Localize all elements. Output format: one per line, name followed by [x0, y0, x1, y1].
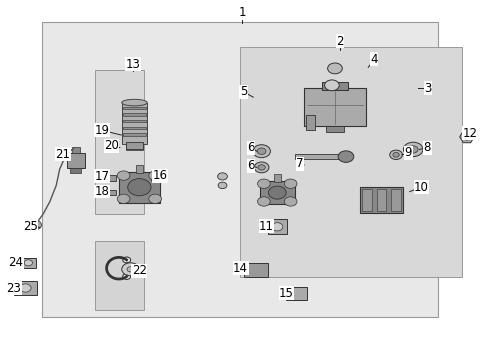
Circle shape: [122, 274, 130, 279]
Bar: [126, 142, 142, 149]
Bar: [362, 189, 371, 211]
Circle shape: [403, 142, 422, 157]
Circle shape: [122, 263, 139, 276]
Bar: [20, 258, 36, 268]
Bar: [106, 175, 116, 181]
Circle shape: [122, 257, 130, 263]
Bar: [359, 187, 402, 213]
Text: 19: 19: [94, 124, 109, 137]
Circle shape: [324, 80, 339, 91]
Text: 13: 13: [125, 58, 140, 71]
Text: 14: 14: [233, 262, 247, 275]
Bar: [305, 115, 315, 130]
Circle shape: [389, 150, 402, 159]
Text: 6: 6: [246, 159, 254, 172]
Text: 25: 25: [23, 220, 38, 233]
Circle shape: [268, 186, 285, 199]
Polygon shape: [459, 131, 473, 143]
Bar: [321, 82, 348, 90]
Circle shape: [29, 220, 41, 230]
Bar: [14, 281, 37, 295]
Text: 4: 4: [369, 53, 377, 66]
Circle shape: [284, 179, 296, 188]
Circle shape: [271, 223, 282, 231]
Circle shape: [257, 197, 270, 206]
Bar: [325, 126, 344, 132]
Bar: [267, 219, 286, 234]
Circle shape: [257, 148, 265, 154]
Bar: [72, 147, 80, 153]
Bar: [259, 181, 294, 204]
Circle shape: [284, 197, 296, 206]
Bar: [390, 189, 400, 211]
Text: 1: 1: [238, 6, 245, 19]
Text: 15: 15: [279, 287, 293, 300]
Bar: [95, 70, 144, 214]
Text: 5: 5: [239, 85, 247, 98]
Bar: [122, 113, 146, 116]
Circle shape: [217, 173, 227, 180]
Bar: [294, 154, 350, 159]
Text: 21: 21: [55, 148, 70, 161]
Bar: [285, 287, 306, 300]
Text: 6: 6: [246, 141, 254, 154]
Circle shape: [148, 171, 161, 180]
Bar: [244, 263, 267, 277]
Text: 3: 3: [423, 82, 431, 95]
Bar: [122, 127, 146, 129]
Circle shape: [258, 165, 265, 170]
Bar: [66, 153, 85, 168]
Circle shape: [254, 162, 268, 173]
Bar: [95, 241, 144, 310]
Bar: [239, 47, 461, 277]
Ellipse shape: [122, 99, 147, 106]
Text: 18: 18: [94, 185, 109, 198]
Circle shape: [327, 63, 342, 74]
Circle shape: [127, 267, 134, 272]
Text: 2: 2: [335, 35, 343, 48]
Circle shape: [392, 153, 398, 157]
Text: 24: 24: [8, 256, 23, 269]
Bar: [106, 190, 116, 195]
Bar: [125, 144, 143, 150]
Circle shape: [148, 194, 161, 203]
Circle shape: [252, 145, 270, 158]
Bar: [122, 120, 146, 122]
Bar: [376, 189, 386, 211]
Text: 11: 11: [259, 220, 273, 233]
Bar: [122, 107, 146, 109]
Circle shape: [407, 146, 417, 153]
Bar: [304, 88, 365, 126]
Bar: [122, 133, 146, 136]
Bar: [41, 22, 437, 317]
Bar: [273, 175, 280, 182]
Circle shape: [257, 179, 270, 188]
Circle shape: [24, 260, 32, 266]
Text: 16: 16: [153, 169, 167, 182]
Bar: [136, 166, 142, 173]
Circle shape: [20, 284, 31, 292]
Text: 23: 23: [6, 282, 21, 294]
Circle shape: [127, 179, 151, 196]
Circle shape: [117, 171, 130, 180]
Bar: [122, 103, 147, 144]
Text: 7: 7: [295, 157, 303, 170]
Circle shape: [337, 151, 353, 162]
Circle shape: [218, 182, 226, 189]
Text: 17: 17: [94, 170, 109, 183]
Text: 20: 20: [104, 139, 119, 152]
Circle shape: [462, 134, 470, 140]
Circle shape: [117, 194, 130, 203]
Text: 8: 8: [423, 141, 430, 154]
Text: 10: 10: [413, 181, 428, 194]
Bar: [118, 172, 160, 202]
Text: 22: 22: [132, 264, 146, 277]
Bar: [70, 168, 81, 173]
Text: 12: 12: [462, 127, 477, 140]
Text: 9: 9: [404, 147, 411, 159]
